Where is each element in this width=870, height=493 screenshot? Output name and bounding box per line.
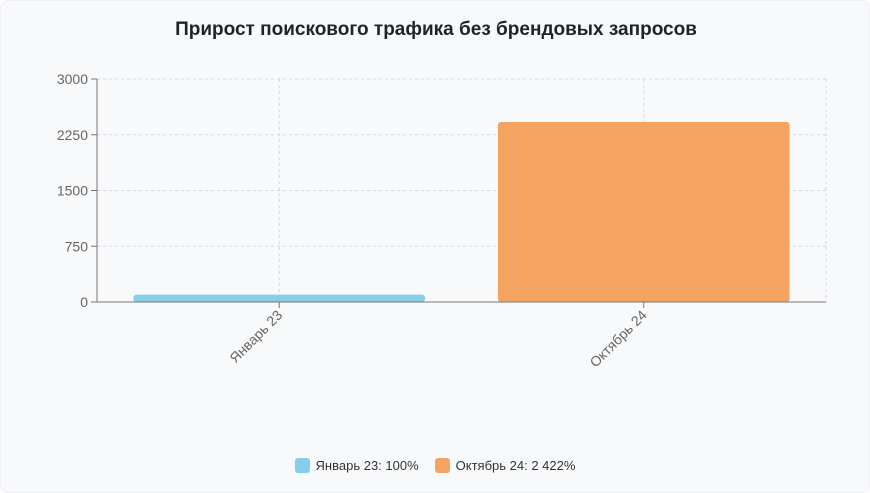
- y-tick-label-2: 1500: [57, 183, 88, 199]
- legend-swatch-oct24: [434, 458, 450, 473]
- y-tick-label-1: 750: [65, 238, 89, 254]
- axes: [91, 78, 826, 308]
- chart-title: Прирост поискового трафика без брендовых…: [175, 19, 697, 40]
- legend-swatch-jan23: [294, 458, 310, 473]
- legend-label-jan23: Январь 23: 100%: [315, 458, 419, 473]
- bars: [133, 121, 790, 303]
- bar-0: [133, 294, 426, 302]
- y-tick-label-3: 2250: [57, 127, 88, 143]
- bar-1: [497, 121, 790, 303]
- legend-item-jan23[interactable]: Январь 23: 100%: [294, 458, 419, 473]
- y-tick-label-0: 0: [80, 294, 88, 310]
- chart-legend: Январь 23: 100% Октябрь 24: 2 422%: [0, 458, 870, 473]
- x-tick-label-0: Январь 23: [226, 307, 285, 366]
- x-tick-label-1: Октябрь 24: [586, 307, 650, 371]
- y-tick-label-4: 3000: [57, 71, 88, 87]
- legend-item-oct24[interactable]: Октябрь 24: 2 422%: [434, 458, 576, 473]
- legend-label-oct24: Октябрь 24: 2 422%: [455, 458, 576, 473]
